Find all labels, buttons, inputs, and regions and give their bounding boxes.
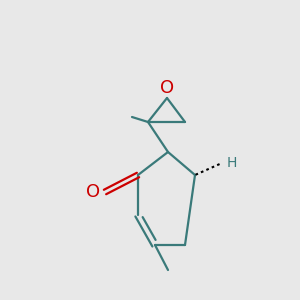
Text: H: H (227, 156, 237, 170)
Text: O: O (160, 79, 174, 97)
Text: O: O (86, 183, 100, 201)
